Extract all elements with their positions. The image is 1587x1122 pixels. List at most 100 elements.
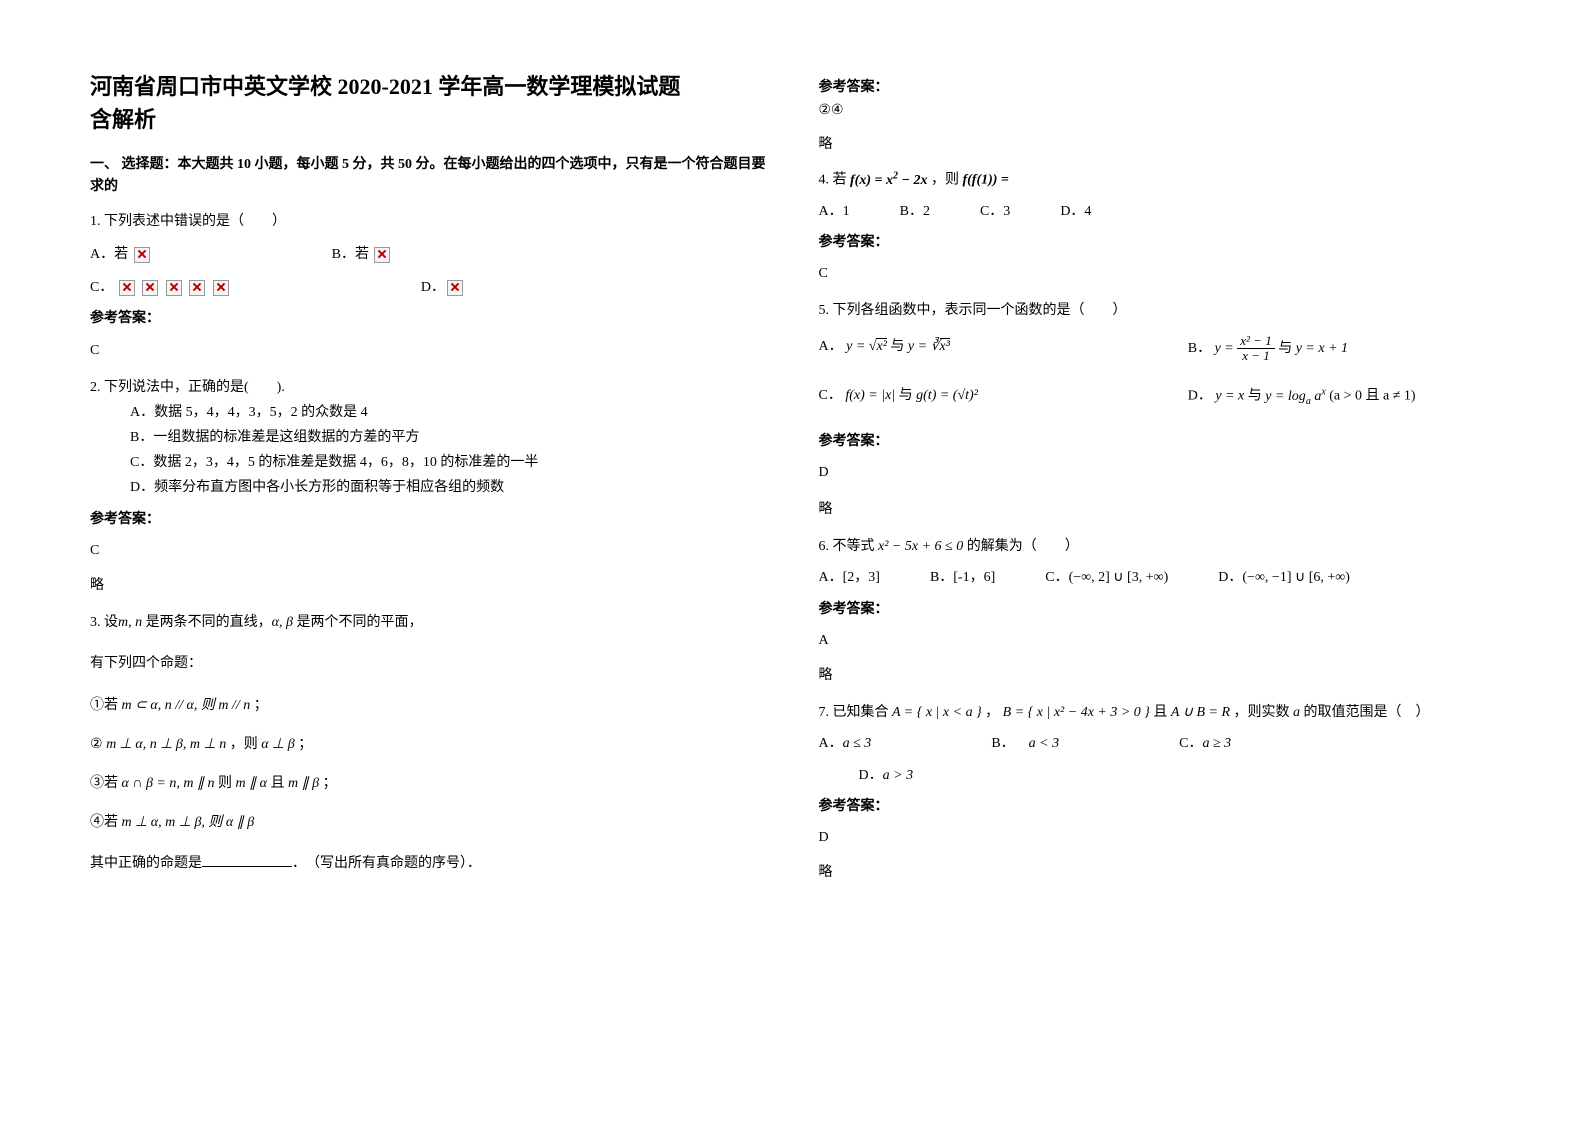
question-3: 3. 设m, n 是两条不同的直线，α, β 是两个不同的平面， 有下列四个命题…: [90, 610, 769, 876]
q3-p2b: ，则: [230, 737, 258, 752]
q4-mid: ，则: [931, 173, 959, 188]
q7-B: a < 3: [1029, 736, 1059, 751]
q7-optA: A．a ≤ 3: [819, 731, 872, 756]
q6-D-math: (−∞, −1] ∪ [6, +∞): [1242, 570, 1350, 585]
q7-mid1: ，: [985, 705, 999, 720]
q5-ans: D: [819, 460, 1498, 485]
q3-fillpre: 其中正确的命题是: [90, 856, 202, 871]
q3-slight: 略: [819, 133, 1498, 153]
q3-p1: ①若 m ⊂ α, n // α, 则 m // n ；: [90, 693, 769, 718]
q3-p1a: ①若: [90, 698, 118, 713]
q6-D-pre: D．: [1218, 570, 1242, 585]
q7-ans-head: 参考答案：: [819, 794, 1498, 819]
q3-p2: ② m ⊥ α, n ⊥ β, m ⊥ n ，则 α ⊥ β ；: [90, 732, 769, 757]
q4-optD: D．4: [1060, 199, 1091, 224]
q1-optD-label: D．: [421, 280, 445, 295]
broken-image-icon: [374, 247, 390, 263]
broken-image-icon: [134, 247, 150, 263]
q7-stem: 7. 已知集合 A = { x | x < a } ， B = { x | x²…: [819, 700, 1498, 725]
question-2: 2. 下列说法中，正确的是( ). A．数据 5，4，4，3，5，2 的众数是 …: [90, 375, 769, 599]
q4-optA: A．1: [819, 199, 850, 224]
q5-optA: A． y = √x² 与 y = ∛x³: [819, 334, 1128, 364]
q7-slight: 略: [819, 860, 1498, 885]
question-4: 4. 若 f(x) = x2 − 2x ，则 f(f(1)) = A．1 B．2…: [819, 167, 1498, 286]
q5-D-mid: 与: [1248, 389, 1266, 404]
q2-ans-head: 参考答案：: [90, 507, 769, 532]
broken-image-icon: [119, 280, 135, 296]
q6-post: 的解集为（ ）: [967, 539, 1079, 554]
question-6: 6. 不等式 x² − 5x + 6 ≤ 0 的解集为（ ） A．[2，3] B…: [819, 534, 1498, 688]
q3-mid1: 是两条不同的直线，: [146, 615, 272, 630]
broken-image-icon: [142, 280, 158, 296]
q3-fillpost: ． （写出所有真命题的序号）．: [292, 856, 481, 871]
q2-optC: C．数据 2，3，4，5 的标准差是数据 4，6，8，10 的标准差的一半: [90, 450, 769, 475]
q1-optB: B．若: [332, 242, 393, 267]
q4-ans: C: [819, 261, 1498, 286]
q1-optD: D．: [421, 275, 465, 300]
q2-optD: D．频率分布直方图中各小长方形的面积等于相应各组的频数: [90, 475, 769, 500]
q6-stem: 6. 不等式 x² − 5x + 6 ≤ 0 的解集为（ ）: [819, 534, 1498, 559]
q3-p3c: 且: [270, 776, 284, 791]
q3-p1b: ；: [254, 698, 268, 713]
q1-optA-label: A．若: [90, 247, 132, 262]
q4-optC: C．3: [980, 199, 1010, 224]
q3-ans-head: 参考答案：: [819, 76, 1498, 96]
q6-pre: 6. 不等式: [819, 539, 875, 554]
q6-ans-head: 参考答案：: [819, 597, 1498, 622]
q7-mid2: 且: [1153, 705, 1171, 720]
q3-p4: ④若 m ⊥ α, m ⊥ β, 则 α ∥ β: [90, 810, 769, 835]
q5-A-pre: A．: [819, 339, 843, 354]
q5-ans-head: 参考答案：: [819, 429, 1498, 454]
q5-optD: D． y = x 与 y = loga ax (a > 0 且 a ≠ 1): [1188, 383, 1497, 410]
q3-ans: ②④: [819, 102, 1498, 119]
q3-stem: 3. 设m, n 是两条不同的直线，α, β 是两个不同的平面，: [90, 610, 769, 635]
q7-A: a ≤ 3: [843, 736, 872, 751]
q5-B-mid: 与: [1278, 341, 1296, 356]
q2-optB: B．一组数据的标准差是这组数据的方差的平方: [90, 425, 769, 450]
q7-A-pre: A．: [819, 736, 843, 751]
q2-optA: A．数据 5，4，4，3，5，2 的众数是 4: [90, 400, 769, 425]
q2-ans: C: [90, 538, 769, 563]
doc-title: 河南省周口市中英文学校 2020-2021 学年高一数学理模拟试题 含解析: [90, 70, 769, 136]
right-column: 参考答案： ②④ 略 4. 若 f(x) = x2 − 2x ，则 f(f(1)…: [819, 70, 1498, 897]
q3-p2c: ；: [298, 737, 312, 752]
q6-C-pre: C．: [1045, 570, 1068, 585]
q5-slight: 略: [819, 497, 1498, 522]
title-line2: 含解析: [90, 107, 156, 132]
q5-optC: C． f(x) = |x| 与 g(t) = (√t)²: [819, 383, 1128, 410]
q7-optD: D．a > 3: [819, 763, 1498, 788]
q5-stem: 5. 下列各组函数中，表示同一个函数的是（ ）: [819, 298, 1498, 323]
q6-C-math: (−∞, 2] ∪ [3, +∞): [1069, 570, 1169, 585]
q3-p2a: ②: [90, 737, 103, 752]
q7-D: a > 3: [883, 768, 913, 783]
q2-stem: 2. 下列说法中，正确的是( ).: [90, 375, 769, 400]
q6-optC: C．(−∞, 2] ∪ [3, +∞): [1045, 565, 1168, 590]
q5-optB: B． y = x² − 1x − 1 与 y = x + 1: [1188, 334, 1497, 364]
question-5: 5. 下列各组函数中，表示同一个函数的是（ ） A． y = √x² 与 y =…: [819, 298, 1498, 522]
q7-post: ，则实数: [1234, 705, 1290, 720]
q1-ans-head: 参考答案：: [90, 306, 769, 331]
q1-optC-label: C．: [90, 280, 113, 295]
question-1: 1. 下列表述中错误的是（ ） A．若 B．若 C． D． 参考答案： C: [90, 209, 769, 363]
q5-B-pre: B．: [1188, 341, 1211, 356]
q4-ans-head: 参考答案：: [819, 230, 1498, 255]
q3-fill: 其中正确的命题是 ． （写出所有真命题的序号）．: [90, 851, 769, 876]
q1-ans: C: [90, 338, 769, 363]
q5-C-pre: C．: [819, 388, 842, 403]
question-7: 7. 已知集合 A = { x | x < a } ， B = { x | x²…: [819, 700, 1498, 885]
q7-B-pre: B．: [991, 736, 1014, 751]
q2-slight: 略: [90, 573, 769, 598]
left-column: 河南省周口市中英文学校 2020-2021 学年高一数学理模拟试题 含解析 一、…: [90, 70, 769, 897]
q6-slight: 略: [819, 663, 1498, 688]
q6-optD: D．(−∞, −1] ∪ [6, +∞): [1218, 565, 1350, 590]
section1-head: 一、 选择题：本大题共 10 小题，每小题 5 分，共 50 分。在每小题给出的…: [90, 154, 769, 199]
q3-p4a: ④若: [90, 815, 118, 830]
q7-C: a ≥ 3: [1202, 736, 1231, 751]
q7-tail: 的取值范围是（ ）: [1304, 705, 1430, 720]
broken-image-icon: [213, 280, 229, 296]
title-line1: 河南省周口市中英文学校 2020-2021 学年高一数学理模拟试题: [90, 74, 680, 99]
q5-A-mid: 与: [890, 339, 908, 354]
q5-D-pre: D．: [1188, 389, 1212, 404]
q3-p3a: ③若: [90, 776, 118, 791]
q7-pre: 7. 已知集合: [819, 705, 889, 720]
